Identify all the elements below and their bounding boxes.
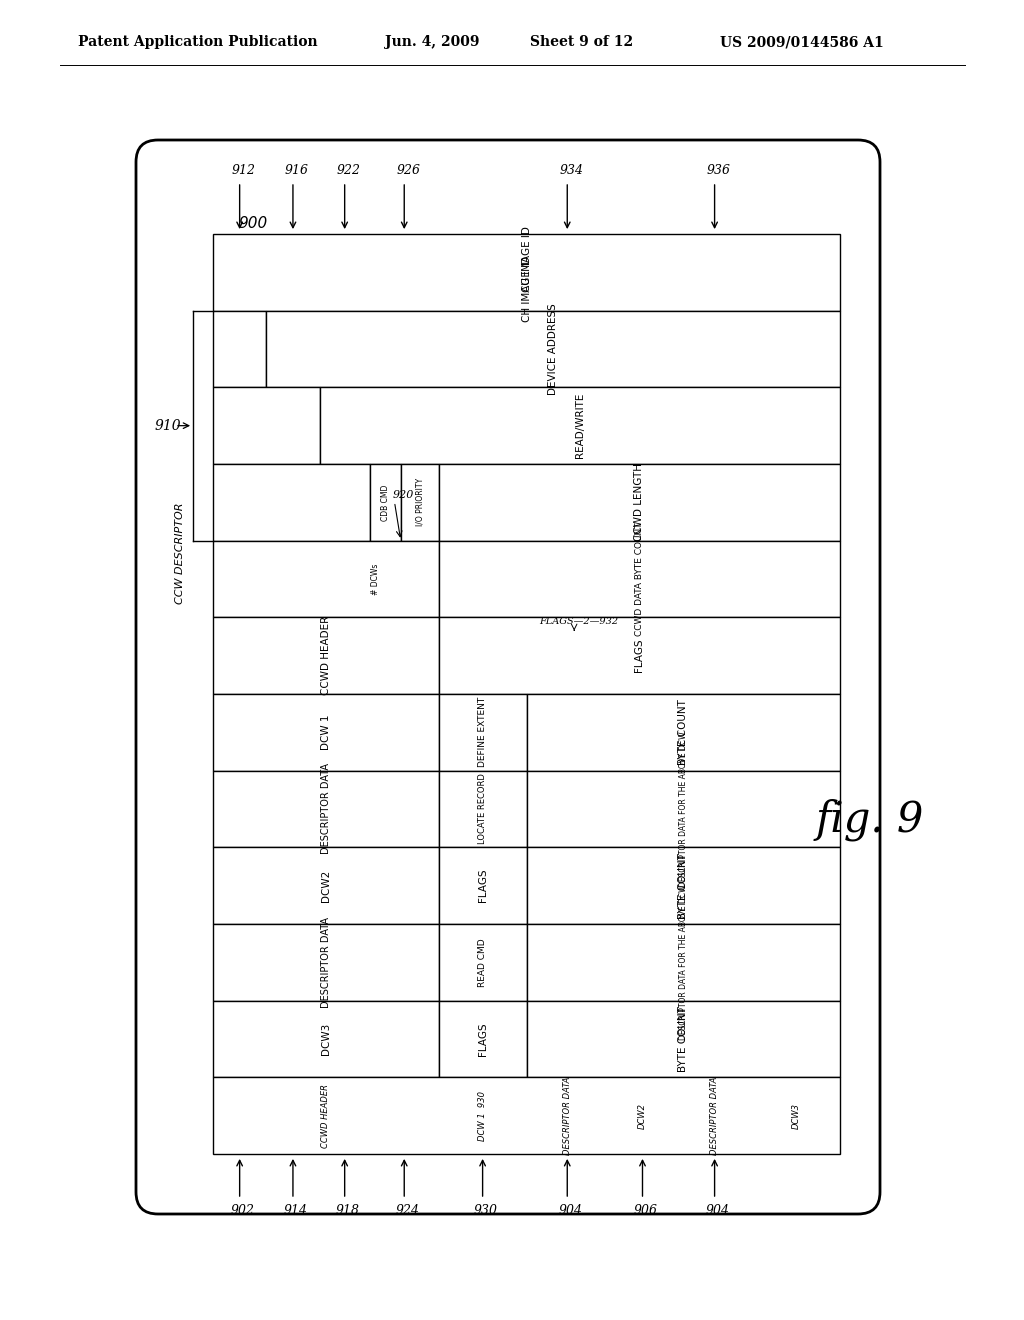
Text: DESCRIPTOR DATA: DESCRIPTOR DATA: [563, 1077, 571, 1155]
Text: fig. 9: fig. 9: [816, 799, 925, 841]
Text: 918: 918: [336, 1204, 359, 1217]
Text: CCW DESCRIPTOR: CCW DESCRIPTOR: [175, 503, 185, 605]
Bar: [526, 924, 840, 1001]
Text: I/O PRIORITY: I/O PRIORITY: [416, 478, 424, 527]
Bar: [213, 847, 438, 924]
Bar: [438, 618, 840, 694]
Text: CDB CMD: CDB CMD: [381, 484, 390, 520]
Text: US 2009/0144586 A1: US 2009/0144586 A1: [720, 36, 884, 49]
Bar: [213, 924, 438, 1001]
Text: 920: 920: [392, 490, 414, 500]
Text: 910: 910: [155, 418, 181, 433]
Text: Sheet 9 of 12: Sheet 9 of 12: [530, 36, 633, 49]
Bar: [213, 234, 840, 310]
Text: 902: 902: [230, 1204, 255, 1217]
Text: DESCRIPTOR DATA: DESCRIPTOR DATA: [710, 1077, 719, 1155]
Text: Jun. 4, 2009: Jun. 4, 2009: [385, 36, 479, 49]
Text: 936: 936: [707, 164, 730, 177]
Text: BYTE COUNT: BYTE COUNT: [678, 700, 688, 766]
Text: Patent Application Publication: Patent Application Publication: [78, 36, 317, 49]
Text: DEVICE ADDRESS: DEVICE ADDRESS: [548, 304, 558, 395]
Text: DCW3: DCW3: [321, 1023, 331, 1055]
Text: CU IMAGE ID: CU IMAGE ID: [521, 226, 531, 292]
Text: # DCWs: # DCWs: [371, 564, 380, 595]
Text: LOCATE RECORD: LOCATE RECORD: [478, 774, 487, 845]
Text: 930: 930: [474, 1204, 498, 1217]
Text: CCWD DATA BYTE COUNT: CCWD DATA BYTE COUNT: [635, 523, 644, 636]
Bar: [213, 387, 319, 465]
Bar: [438, 1001, 526, 1077]
Text: DCW3: DCW3: [792, 1102, 801, 1129]
Text: DESCRIPTOR DATA: DESCRIPTOR DATA: [321, 763, 331, 854]
Text: CCWD LENGTH: CCWD LENGTH: [634, 463, 644, 541]
Bar: [438, 924, 526, 1001]
Text: BYTE COUNT: BYTE COUNT: [678, 1006, 688, 1072]
FancyBboxPatch shape: [136, 140, 880, 1214]
Bar: [213, 465, 370, 541]
Bar: [266, 310, 840, 387]
Text: FLAGS: FLAGS: [634, 639, 644, 672]
Text: 900: 900: [238, 216, 267, 231]
Bar: [526, 771, 840, 847]
Bar: [400, 465, 438, 541]
Text: 904: 904: [558, 1204, 583, 1217]
Text: 904: 904: [706, 1204, 729, 1217]
Text: BYTE COUNT: BYTE COUNT: [678, 853, 688, 919]
Text: CCWD HEADER: CCWD HEADER: [321, 616, 331, 696]
Text: DCW 1: DCW 1: [321, 714, 331, 750]
Bar: [438, 771, 526, 847]
Bar: [526, 1001, 840, 1077]
Text: 934: 934: [559, 164, 584, 177]
Text: 916: 916: [285, 164, 309, 177]
Text: DCW 1  930: DCW 1 930: [478, 1090, 487, 1140]
Text: DCW2: DCW2: [321, 870, 331, 902]
Text: 906: 906: [634, 1204, 657, 1217]
Text: DEFINE EXTENT: DEFINE EXTENT: [478, 697, 487, 767]
Text: 912: 912: [231, 164, 256, 177]
Text: 926: 926: [396, 164, 420, 177]
Text: CH IMAGE ID: CH IMAGE ID: [521, 256, 531, 322]
Bar: [438, 694, 526, 771]
Text: 924: 924: [395, 1204, 419, 1217]
Text: READ CMD: READ CMD: [478, 939, 487, 986]
Bar: [370, 465, 400, 541]
Text: FLAGS: FLAGS: [477, 869, 487, 903]
Bar: [438, 465, 840, 541]
Bar: [213, 541, 438, 618]
Text: FLAGS—2—932: FLAGS—2—932: [540, 618, 618, 627]
Text: 922: 922: [337, 164, 360, 177]
Text: 914: 914: [284, 1204, 308, 1217]
Bar: [213, 1001, 438, 1077]
Bar: [213, 310, 266, 387]
Bar: [526, 694, 840, 771]
Text: CCWD HEADER: CCWD HEADER: [322, 1084, 331, 1147]
Text: FLAGS: FLAGS: [477, 1022, 487, 1056]
Bar: [213, 618, 438, 694]
Text: DESCRIPTOR DATA: DESCRIPTOR DATA: [321, 917, 331, 1008]
Text: DESCRIPTOR DATA FOR THE ABOVE DCW: DESCRIPTOR DATA FOR THE ABOVE DCW: [679, 884, 688, 1040]
Text: DESCRIPTOR DATA FOR THE ABOVE DCW: DESCRIPTOR DATA FOR THE ABOVE DCW: [679, 731, 688, 887]
Bar: [438, 541, 840, 618]
Bar: [213, 694, 438, 771]
Bar: [213, 771, 438, 847]
Bar: [319, 387, 840, 465]
Text: DCW2: DCW2: [638, 1102, 647, 1129]
Bar: [526, 847, 840, 924]
Bar: [213, 1077, 840, 1154]
Text: READ/WRITE: READ/WRITE: [574, 393, 585, 458]
Bar: [438, 847, 526, 924]
